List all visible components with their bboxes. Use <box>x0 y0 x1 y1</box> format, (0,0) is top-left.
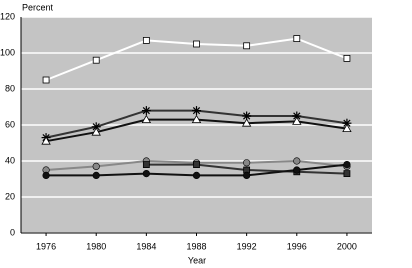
y-tick-label: 120 <box>0 11 15 21</box>
marker <box>343 55 351 62</box>
y-tick-label: 80 <box>5 83 15 93</box>
marker <box>41 136 51 145</box>
marker-stroke <box>293 112 301 120</box>
marker <box>192 171 201 179</box>
marker <box>343 170 351 178</box>
marker-stroke <box>243 112 251 120</box>
marker <box>142 170 150 178</box>
marker <box>92 171 100 179</box>
x-tick-label: 1976 <box>36 241 56 251</box>
y-tick-label: 0 <box>10 227 15 237</box>
marker <box>293 35 301 42</box>
marker <box>293 166 301 174</box>
marker <box>293 157 301 165</box>
y-tick-label: 60 <box>5 119 15 129</box>
x-axis-label: Year <box>188 255 206 265</box>
marker <box>241 118 252 127</box>
marker <box>142 161 150 169</box>
marker <box>141 114 152 123</box>
marker <box>192 106 201 116</box>
marker <box>91 127 101 136</box>
x-tick-label: 1988 <box>186 241 206 251</box>
marker <box>342 118 352 128</box>
marker <box>243 171 251 179</box>
marker <box>42 76 50 84</box>
x-tick-label: 1984 <box>136 241 156 251</box>
x-tick-label: 1980 <box>86 241 106 251</box>
x-tick-label: 1992 <box>237 241 257 251</box>
marker <box>292 116 302 125</box>
marker <box>193 161 200 169</box>
y-tick-label: 20 <box>5 191 15 201</box>
marker-stroke <box>192 106 201 115</box>
marker <box>343 161 351 169</box>
marker <box>92 162 100 170</box>
marker-stroke <box>92 123 100 131</box>
x-tick-label: 1996 <box>287 241 307 251</box>
y-tick-label: 100 <box>0 47 15 57</box>
marker <box>142 37 150 44</box>
marker <box>42 171 50 179</box>
x-tick-label: 2000 <box>337 241 357 251</box>
marker <box>91 122 101 132</box>
marker <box>243 42 251 50</box>
marker <box>243 159 251 167</box>
marker <box>191 114 202 123</box>
marker-stroke <box>142 106 150 115</box>
marker <box>141 106 151 116</box>
marker <box>342 123 352 133</box>
y-axis-label: Percent <box>22 2 54 12</box>
marker <box>92 56 100 64</box>
marker <box>193 40 200 48</box>
y-tick-label: 40 <box>5 155 15 165</box>
marker-stroke <box>343 119 351 127</box>
